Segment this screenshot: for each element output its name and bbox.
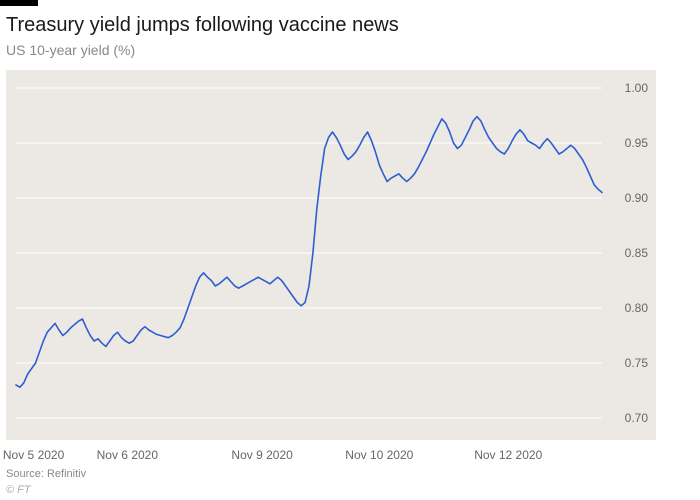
- x-axis-tick-label: Nov 10 2020: [345, 448, 413, 462]
- chart-copyright: © FT: [6, 484, 31, 496]
- y-axis-tick-label: 0.70: [625, 411, 648, 425]
- y-axis-tick-label: 0.95: [625, 136, 648, 150]
- chart-subtitle: US 10-year yield (%): [6, 42, 135, 58]
- x-axis-tick-label: Nov 6 2020: [97, 448, 158, 462]
- y-axis-tick-label: 0.90: [625, 191, 648, 205]
- y-axis-tick-label: 0.85: [625, 246, 648, 260]
- y-axis-tick-label: 1.00: [625, 81, 648, 95]
- chart-plot-area: 0.700.750.800.850.900.951.00Nov 5 2020No…: [6, 70, 656, 440]
- chart-title: Treasury yield jumps following vaccine n…: [6, 14, 399, 37]
- x-axis-tick-label: Nov 12 2020: [474, 448, 542, 462]
- y-axis-tick-label: 0.75: [625, 356, 648, 370]
- y-axis-tick-label: 0.80: [625, 301, 648, 315]
- chart-svg: [6, 70, 656, 440]
- x-axis-tick-label: Nov 9 2020: [231, 448, 292, 462]
- x-axis-tick-label: Nov 5 2020: [3, 448, 64, 462]
- header-accent-bar: [0, 0, 38, 6]
- chart-source: Source: Refinitiv: [6, 468, 86, 480]
